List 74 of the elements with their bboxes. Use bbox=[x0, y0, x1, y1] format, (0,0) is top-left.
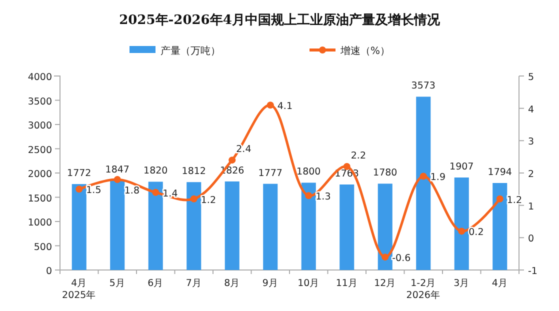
chart-title: 2025年-2026年4月中国规上工业原油产量及增长情况 bbox=[119, 12, 441, 28]
x-tick-label: 9月 bbox=[262, 278, 278, 289]
data-label: 1777 bbox=[258, 168, 282, 179]
bar bbox=[72, 184, 86, 270]
y-tick-label: 3500 bbox=[28, 96, 52, 108]
data-label: 1847 bbox=[105, 164, 130, 176]
data-label: 1794 bbox=[488, 166, 512, 178]
point bbox=[152, 188, 160, 196]
legend-label: 产量（万吨） bbox=[160, 45, 220, 57]
data-label: -0.6 bbox=[392, 253, 411, 264]
x-tick-label: 8月 bbox=[224, 278, 240, 289]
data-label: 1.9 bbox=[430, 172, 446, 184]
y-tick-label: 1000 bbox=[28, 218, 52, 228]
y-tick-label: 2500 bbox=[28, 144, 52, 156]
bar bbox=[378, 184, 392, 270]
data-label: 4.1 bbox=[277, 101, 292, 112]
point bbox=[266, 102, 274, 109]
bar bbox=[186, 182, 202, 270]
y-tick-label: 3000 bbox=[28, 120, 52, 132]
bar bbox=[263, 184, 278, 270]
x-tick-label: 4月 bbox=[492, 278, 508, 289]
point bbox=[458, 228, 466, 235]
bar bbox=[492, 182, 508, 270]
y-tick-label: 0 bbox=[46, 266, 52, 277]
data-label: 1.2 bbox=[506, 194, 522, 206]
bar bbox=[416, 96, 431, 270]
y2-tick-label: 2 bbox=[528, 169, 534, 180]
x-tick-label: 5月 bbox=[109, 278, 126, 289]
y2-tick-label: 5 bbox=[528, 72, 534, 83]
data-label: 1772 bbox=[67, 168, 92, 180]
x-tick-label: 4月 2025年 bbox=[62, 278, 96, 301]
data-label: 1800 bbox=[296, 166, 321, 178]
point bbox=[228, 156, 236, 164]
bar bbox=[340, 184, 354, 270]
point bbox=[420, 172, 427, 180]
y-tick-label: 500 bbox=[34, 242, 52, 253]
point bbox=[305, 192, 312, 200]
data-label: 1.5 bbox=[86, 185, 102, 196]
data-label: 1820 bbox=[144, 166, 168, 177]
data-label: 1780 bbox=[373, 168, 398, 179]
data-label: 1.2 bbox=[200, 194, 216, 206]
bar bbox=[224, 181, 240, 270]
bar bbox=[454, 178, 469, 270]
bar bbox=[301, 182, 316, 270]
point bbox=[382, 254, 389, 261]
data-label: 1.8 bbox=[124, 185, 140, 196]
y-tick-label: 1500 bbox=[28, 193, 52, 204]
data-label: 2.2 bbox=[350, 150, 366, 162]
point bbox=[496, 195, 504, 202]
point bbox=[114, 176, 121, 183]
x-tick-label: 11月 bbox=[336, 278, 358, 289]
point bbox=[76, 186, 83, 193]
data-label: 1907 bbox=[450, 162, 474, 173]
x-tick-label: 12月 bbox=[374, 278, 396, 289]
data-label: 1.3 bbox=[316, 192, 331, 203]
y2-tick-label: 0 bbox=[528, 234, 534, 245]
y-tick-label: 2000 bbox=[28, 169, 52, 180]
x-tick-label: 10月 bbox=[298, 278, 320, 289]
x-tick-label: 1-2月 2026年 bbox=[406, 278, 440, 301]
legend-label: 增速（%） bbox=[340, 45, 390, 57]
data-label: 1812 bbox=[182, 166, 206, 178]
y2-tick-label: -1 bbox=[528, 266, 538, 277]
y-tick-label: 4000 bbox=[28, 72, 52, 83]
point bbox=[190, 195, 198, 202]
y2-tick-label: 1 bbox=[528, 201, 534, 212]
x-tick-label: 6月 bbox=[148, 278, 164, 289]
bar bbox=[148, 182, 163, 270]
y2-tick-label: 3 bbox=[528, 136, 534, 148]
x-tick-label: 3月 bbox=[454, 278, 470, 289]
bar bbox=[110, 180, 125, 270]
x-tick-label: 7月 bbox=[186, 278, 202, 289]
data-label: 3573 bbox=[411, 80, 436, 92]
y2-tick-label: 4 bbox=[528, 104, 534, 116]
data-label: 0.2 bbox=[468, 227, 484, 238]
